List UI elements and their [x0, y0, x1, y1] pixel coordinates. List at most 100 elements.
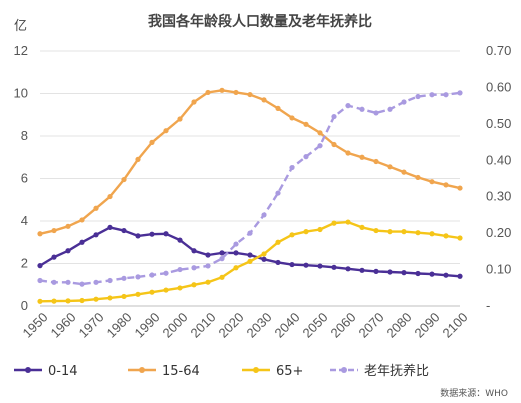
data-point: [429, 271, 435, 277]
y-left-tick-label: 6: [21, 171, 28, 186]
data-point: [177, 266, 183, 273]
data-point: [79, 281, 85, 287]
x-tick-label: 1970: [76, 310, 107, 341]
data-point: [93, 205, 99, 211]
data-point: [135, 274, 141, 280]
x-tick-label: 1950: [20, 310, 51, 341]
y-right-tick-label: 0.30: [486, 189, 511, 204]
data-point: [373, 110, 379, 116]
data-point: [219, 250, 225, 256]
y-right-tick-label: 0.50: [486, 116, 511, 131]
series-2: [37, 87, 463, 237]
data-point: [149, 289, 155, 295]
legend-item: 65+: [242, 364, 303, 379]
data-point: [443, 182, 449, 188]
data-point: [107, 224, 113, 230]
data-point: [331, 264, 337, 270]
data-point: [359, 267, 365, 273]
data-point: [331, 220, 337, 226]
data-point: [373, 268, 379, 274]
data-point: [149, 272, 155, 278]
y-left-ticks: 0 2 4 6 8 10 12: [14, 43, 28, 313]
data-point: [457, 235, 463, 241]
data-point: [275, 239, 281, 245]
data-point: [429, 179, 435, 185]
data-point: [303, 121, 309, 127]
data-point: [121, 176, 127, 183]
data-point: [163, 128, 169, 134]
data-point: [149, 231, 155, 237]
data-point: [93, 296, 99, 302]
data-point: [373, 158, 379, 165]
data-point: [233, 241, 239, 247]
data-point: [261, 251, 267, 257]
data-point: [429, 92, 435, 98]
data-point: [149, 139, 155, 145]
data-point: [387, 106, 393, 112]
data-point: [247, 230, 253, 236]
data-point: [275, 190, 281, 196]
legend-item: 老年抚养比: [330, 363, 429, 379]
y-right-tick-label: 0.60: [486, 79, 511, 94]
x-tick-label: 1980: [104, 310, 135, 341]
x-tick-label: 2070: [356, 310, 387, 341]
data-point: [37, 277, 43, 284]
data-point: [401, 270, 407, 276]
data-point: [331, 141, 337, 148]
x-tick-label: 2080: [384, 310, 415, 341]
data-point: [233, 250, 239, 256]
data-point: [247, 91, 253, 98]
data-point: [387, 269, 393, 275]
x-tick-label: 2060: [328, 310, 359, 341]
data-point: [261, 256, 267, 262]
data-point: [345, 103, 351, 109]
data-point: [415, 230, 421, 236]
data-point: [205, 279, 211, 285]
data-point: [415, 174, 421, 181]
data-point: [191, 248, 197, 254]
data-point: [65, 279, 71, 285]
data-point: [247, 258, 253, 264]
data-point: [303, 262, 309, 268]
data-point: [443, 272, 449, 278]
data-point: [401, 99, 407, 105]
data-point: [205, 263, 211, 269]
data-point: [457, 185, 463, 191]
data-point: [107, 277, 113, 284]
legend-marker: [139, 367, 145, 373]
data-point: [177, 116, 183, 122]
legend: 0-14 15-64 65+ 老年抚养比: [14, 363, 429, 379]
data-point: [121, 227, 127, 234]
data-point: [79, 297, 85, 304]
data-point: [121, 275, 127, 281]
data-point: [415, 270, 421, 277]
legend-marker: [341, 367, 347, 373]
x-tick-label: 1990: [132, 310, 163, 341]
legend-item: 15-64: [128, 364, 200, 379]
y-right-ticks: - 0.10 0.20 0.30 0.40 0.50 0.60 0.70: [486, 43, 511, 313]
data-point: [37, 263, 43, 269]
data-point: [79, 239, 85, 245]
data-point: [135, 156, 141, 162]
data-point: [275, 259, 281, 266]
data-point: [177, 237, 183, 243]
data-point: [373, 227, 379, 234]
chart-title: 我国各年龄段人口数量及老年抚养比: [148, 13, 372, 30]
data-point: [275, 105, 281, 111]
series-3: [37, 219, 463, 304]
data-point: [345, 219, 351, 225]
data-point: [79, 217, 85, 223]
data-point: [163, 287, 169, 293]
data-point: [457, 273, 463, 279]
source-note: 数据来源：WHO: [440, 387, 508, 399]
y-left-tick-label: 12: [14, 43, 28, 58]
data-point: [205, 89, 211, 96]
y-right-tick-label: 0.40: [486, 152, 511, 167]
data-point: [135, 291, 141, 297]
data-point: [219, 274, 225, 280]
data-point: [303, 229, 309, 235]
x-ticks: 1950196019701980199020002010202020302040…: [20, 310, 471, 341]
data-point: [219, 256, 225, 262]
data-point: [457, 90, 463, 96]
